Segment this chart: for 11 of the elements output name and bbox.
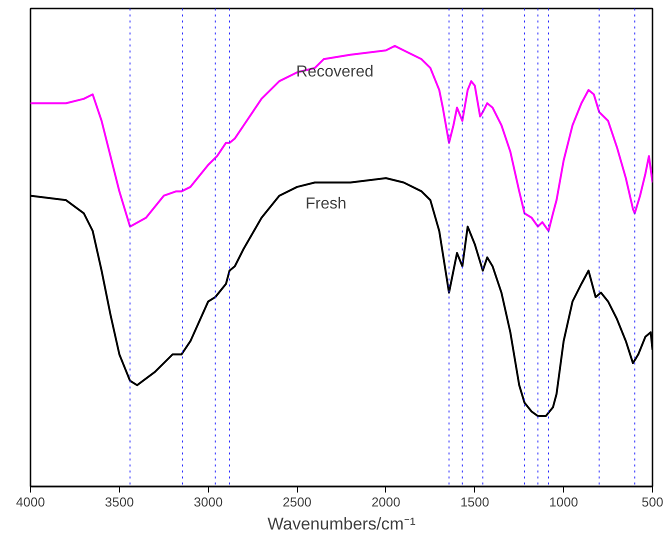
series-label: Fresh bbox=[305, 196, 346, 213]
x-tick-label: 1000 bbox=[549, 494, 578, 510]
x-tick-label: 3000 bbox=[194, 494, 223, 510]
series-label: Recovered bbox=[296, 63, 374, 80]
x-tick-label: 3500 bbox=[104, 494, 134, 510]
x-tick-label: 500 bbox=[642, 494, 664, 510]
x-tick-label: 4000 bbox=[16, 494, 45, 510]
x-tick-label: 2500 bbox=[282, 494, 312, 510]
x-axis-title: Wavenumbers/cm⁻¹ bbox=[267, 514, 416, 534]
x-tick-label: 2000 bbox=[371, 494, 400, 510]
x-tick-label: 1500 bbox=[460, 494, 490, 510]
